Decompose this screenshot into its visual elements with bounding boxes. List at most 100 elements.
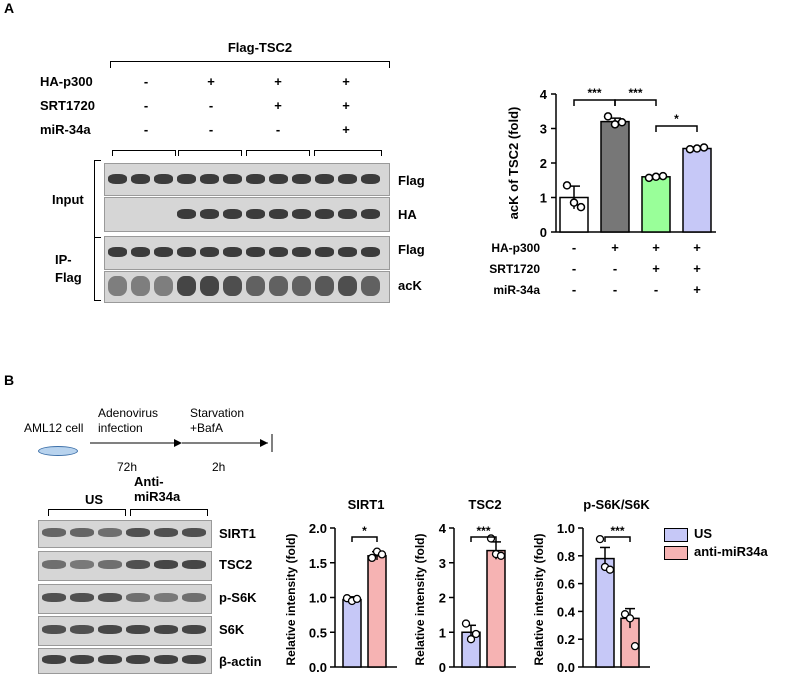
blot-band: [42, 593, 66, 602]
blot-band: [108, 276, 127, 296]
group-anti-bracket: [130, 509, 208, 516]
data-point: [630, 642, 640, 651]
x-row-value: -: [654, 282, 658, 297]
ip-section-label-2: Flag: [55, 270, 82, 285]
blot-band: [154, 593, 178, 602]
y-tick-label: 2: [439, 591, 446, 606]
significance-label: ***: [628, 86, 642, 100]
blot-label-ack: acK: [398, 278, 422, 293]
blot-band: [131, 247, 150, 257]
data-point: [461, 619, 471, 628]
blot-band: [182, 560, 206, 569]
y-tick-label: 1.0: [309, 591, 327, 606]
lane-bracket: [314, 150, 382, 156]
condition-name: miR-34a: [40, 122, 91, 137]
blot-band: [42, 560, 66, 569]
data-point: [569, 198, 579, 207]
x-row-value: +: [652, 240, 660, 255]
legend-swatch-anti: [664, 546, 688, 560]
blot-band: [108, 173, 127, 184]
x-row-name: miR-34a: [493, 283, 540, 297]
data-point: [576, 202, 586, 212]
condition-value: -: [143, 74, 149, 89]
data-point: [496, 551, 506, 560]
x-row-name: SRT1720: [489, 262, 540, 276]
significance-bracket: [351, 536, 378, 542]
y-tick-label: 0.0: [557, 660, 575, 674]
significance-bracket: [470, 536, 497, 542]
y-tick-label: 4: [439, 521, 447, 536]
blot-band: [361, 247, 380, 257]
blot-band: [182, 593, 206, 602]
blot-band: [70, 560, 94, 569]
condition-value: +: [274, 98, 282, 113]
blot-band: [315, 173, 334, 184]
x-row-value: -: [613, 261, 617, 276]
panel-b-label: B: [4, 372, 15, 388]
blot-band: [361, 276, 380, 296]
bar: [641, 176, 671, 233]
y-axis-label: Relative intensity (fold): [413, 533, 427, 665]
blot-band: [70, 593, 94, 602]
blot-band: [177, 247, 196, 257]
panel-a-label: A: [4, 0, 15, 16]
timeline-step2-line2: +BafA: [190, 421, 224, 435]
condition-name: SRT1720: [40, 98, 95, 113]
x-row-value: -: [613, 282, 617, 297]
condition-value: -: [143, 98, 149, 113]
cell-dish-icon: [38, 446, 78, 456]
blot-band: [70, 625, 94, 634]
y-tick-label: 0.8: [557, 549, 575, 564]
significance-label: ***: [587, 86, 601, 100]
blot-band: [223, 208, 242, 219]
x-row-value: +: [693, 282, 701, 297]
condition-value: +: [207, 74, 215, 89]
condition-value: +: [342, 122, 350, 137]
significance-bracket: [614, 99, 657, 106]
timeline-step2-time: 2h: [212, 460, 226, 474]
blot-label-bactin: β-actin: [219, 654, 262, 669]
blot-band: [70, 528, 94, 537]
blot-band: [338, 208, 357, 219]
y-tick-label: 3: [439, 556, 446, 571]
blot-band: [154, 560, 178, 569]
input-section-label: Input: [52, 192, 84, 207]
x-row-name: HA-p300: [491, 241, 540, 255]
blot-band: [246, 173, 265, 184]
blot-label-ps6k: p-S6K: [219, 590, 257, 605]
x-row-value: -: [572, 282, 576, 297]
blot-band: [269, 276, 288, 296]
blot-band: [126, 655, 150, 664]
data-point: [595, 534, 605, 544]
blot-band: [246, 276, 265, 296]
blot-band: [269, 173, 288, 184]
chart-title: p-S6K/S6K: [583, 497, 650, 512]
condition-name: HA-p300: [40, 74, 93, 89]
group-anti-label-2: miR34a: [134, 489, 181, 504]
blot-band: [154, 247, 173, 257]
y-tick-label: 0.6: [557, 577, 575, 592]
blot-band: [177, 276, 196, 296]
group-anti-label-1: Anti-: [134, 474, 164, 489]
lane-bracket: [112, 150, 176, 156]
x-row-value: -: [572, 261, 576, 276]
chart-title: SIRT1: [348, 497, 385, 512]
blot-band: [70, 655, 94, 664]
blot-band: [42, 528, 66, 537]
legend-swatch-us: [664, 528, 688, 542]
y-tick-label: 1.0: [557, 521, 575, 536]
x-row-value: +: [693, 261, 701, 276]
blot-band: [223, 247, 242, 257]
data-point: [605, 565, 615, 574]
blot-band: [200, 208, 219, 219]
timeline-step1-line1: Adenovirus: [98, 406, 159, 420]
blot-band: [98, 593, 122, 602]
y-tick-label: 0: [439, 660, 446, 674]
data-point: [377, 550, 387, 559]
y-tick-label: 1: [439, 625, 446, 640]
group-us-bracket: [48, 509, 126, 516]
blot-band: [292, 276, 311, 296]
